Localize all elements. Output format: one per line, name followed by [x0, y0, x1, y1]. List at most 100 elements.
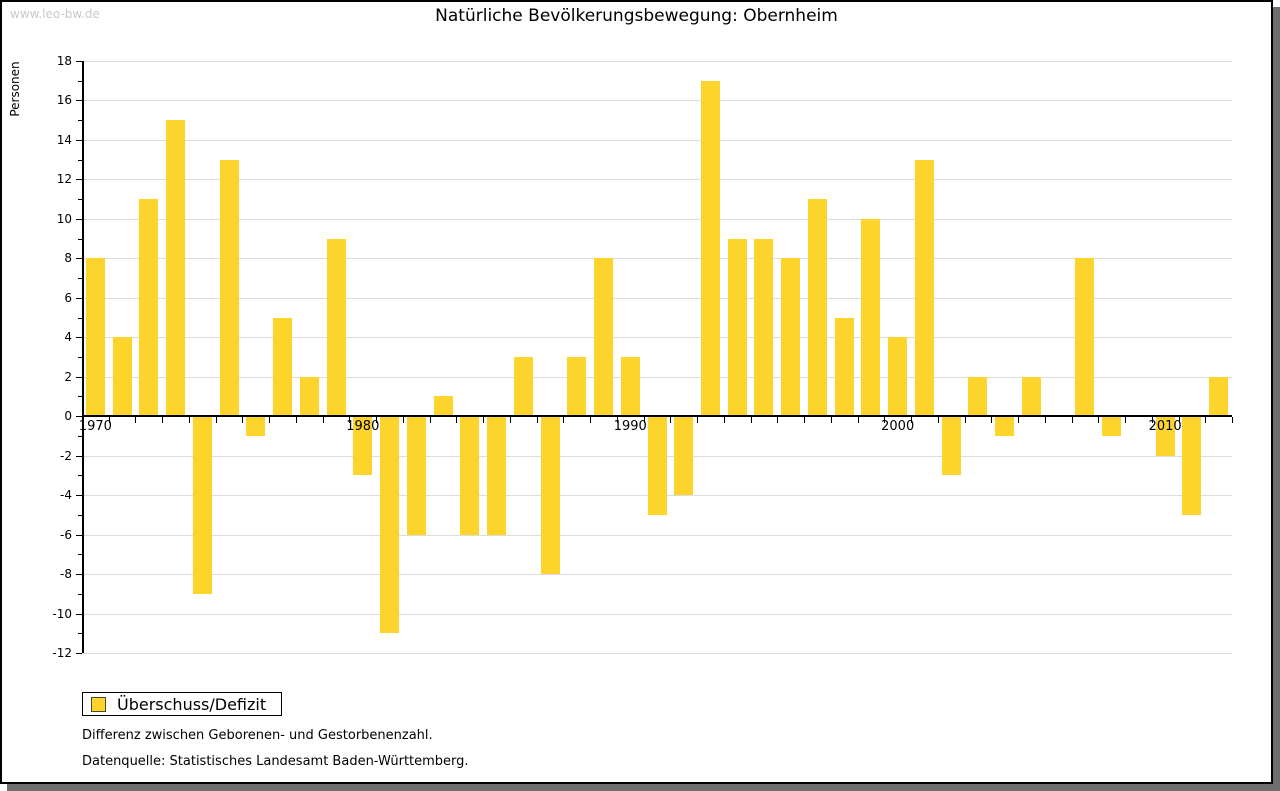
gridline [82, 139, 1232, 141]
footnote-description: Differenz zwischen Geborenen- und Gestor… [82, 728, 433, 743]
y-tick [76, 139, 82, 141]
x-tick [1018, 417, 1020, 424]
bar-1978 [299, 376, 319, 417]
x-tick [777, 417, 779, 424]
x-tick [1232, 417, 1233, 424]
x-tick [1178, 417, 1180, 424]
x-tick [1125, 417, 1127, 424]
y-tick-label: -4 [60, 488, 72, 503]
gridline [82, 574, 1232, 576]
x-tick-label: 1980 [346, 419, 380, 435]
x-tick [884, 417, 886, 424]
x-tick [322, 417, 324, 424]
x-tick [456, 417, 458, 424]
bar-2010 [1155, 416, 1175, 456]
y-tick-label: 10 [56, 211, 72, 226]
y-tick [76, 297, 82, 299]
y-tick-label: 0 [64, 409, 72, 424]
bar-1992 [674, 416, 694, 496]
y-tick [78, 80, 82, 82]
bar-1979 [326, 238, 346, 417]
gridline [82, 179, 1232, 181]
x-tick [162, 417, 164, 424]
x-tick-label: 2010 [1148, 419, 1182, 435]
bar-1989 [594, 258, 613, 417]
bar-1997 [807, 199, 827, 417]
y-tick-label: 18 [56, 54, 72, 68]
x-tick [295, 417, 297, 424]
x-tick [750, 417, 752, 424]
x-tick [857, 417, 859, 424]
bar-1983 [433, 396, 453, 417]
y-tick [78, 633, 82, 635]
y-tick [78, 554, 82, 556]
y-tick [78, 120, 82, 122]
gridline [82, 100, 1232, 102]
bar-2005 [1021, 376, 1041, 417]
bar-2004 [995, 416, 1015, 436]
y-tick [76, 455, 82, 457]
bar-2003 [968, 376, 988, 417]
bar-1980 [353, 416, 373, 476]
gridline [82, 218, 1232, 220]
y-tick-label: 12 [56, 172, 72, 187]
y-tick-label: -8 [60, 567, 72, 582]
bar-1988 [567, 357, 587, 417]
x-tick [536, 417, 538, 424]
x-tick [616, 417, 618, 424]
x-tick [1071, 417, 1073, 424]
x-tick [643, 417, 645, 424]
bar-1996 [781, 258, 801, 417]
x-tick [1098, 417, 1100, 424]
x-axis-line [82, 415, 1232, 418]
x-tick [483, 417, 485, 424]
y-tick [78, 199, 82, 201]
bar-1985 [487, 416, 507, 535]
x-tick [590, 417, 592, 424]
x-tick [242, 417, 244, 424]
legend-label: Überschuss/Defizit [117, 694, 267, 714]
gridline [82, 613, 1232, 615]
y-tick-label: 2 [64, 369, 72, 384]
bar-2007 [1075, 258, 1095, 417]
y-tick [76, 218, 82, 220]
y-tick [76, 376, 82, 378]
x-tick [349, 417, 351, 424]
y-tick-label: -6 [60, 527, 72, 542]
y-tick [78, 317, 82, 319]
x-tick [376, 417, 378, 424]
bar-1987 [540, 416, 560, 575]
x-tick [135, 417, 137, 424]
gridline [82, 653, 1232, 654]
bar-1991 [647, 416, 667, 515]
x-tick [509, 417, 511, 424]
y-tick-label: 4 [64, 330, 72, 345]
y-tick [78, 238, 82, 240]
x-tick [697, 417, 699, 424]
y-tick [78, 475, 82, 477]
x-tick [269, 417, 271, 424]
x-tick [670, 417, 672, 424]
bar-2012 [1209, 376, 1229, 417]
bar-1986 [513, 357, 533, 417]
y-tick-label: -12 [52, 646, 72, 660]
x-tick-label: 2000 [881, 419, 915, 435]
chart-title: Natürliche Bevölkerungsbewegung: Obernhe… [435, 6, 838, 26]
footnote-source: Datenquelle: Statistisches Landesamt Bad… [82, 754, 469, 769]
bar-1999 [861, 218, 881, 417]
bar-1970 [85, 258, 105, 417]
y-tick [78, 159, 82, 161]
y-tick-label: -10 [52, 606, 72, 621]
x-tick [429, 417, 431, 424]
bar-1995 [754, 238, 774, 417]
x-tick [1151, 417, 1153, 424]
y-tick-label: 6 [64, 290, 72, 305]
bar-1981 [380, 416, 400, 634]
x-tick [830, 417, 832, 424]
x-tick [188, 417, 190, 424]
bar-1990 [620, 357, 640, 417]
bar-1975 [219, 159, 239, 417]
bar-2001 [914, 159, 934, 417]
y-tick [76, 337, 82, 339]
y-tick [78, 278, 82, 280]
